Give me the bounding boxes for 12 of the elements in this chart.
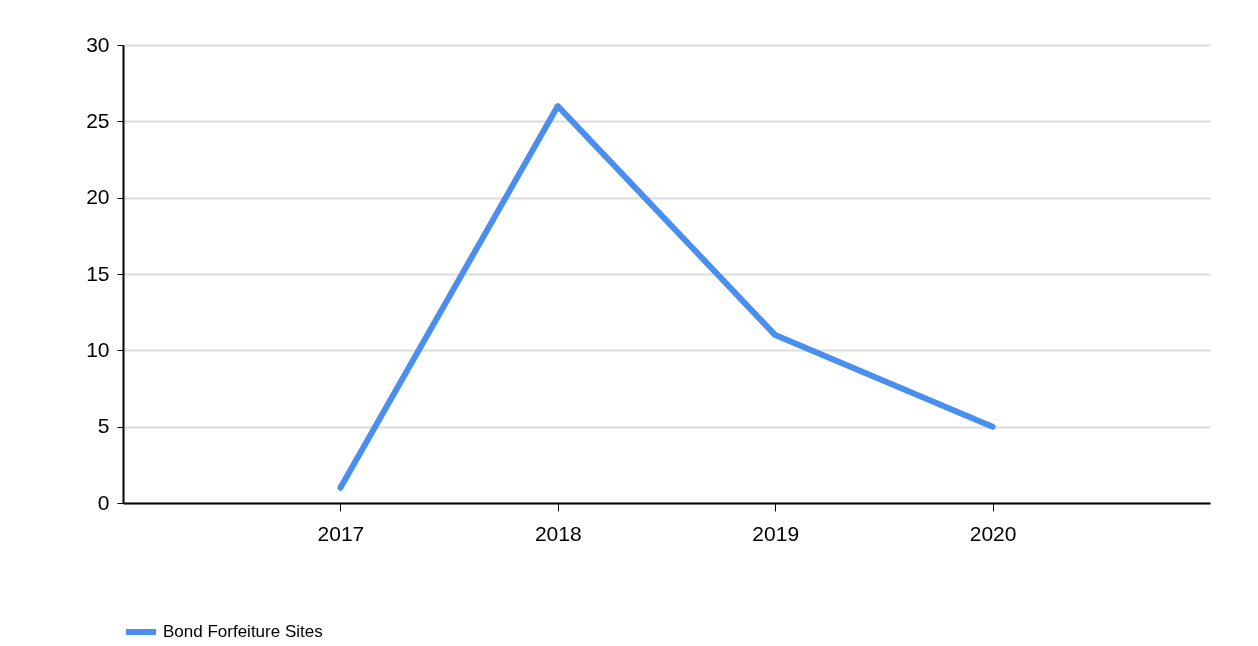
x-tick-label: 2018 bbox=[534, 521, 582, 545]
y-tick-label: 10 bbox=[86, 337, 110, 361]
y-tick-label: 20 bbox=[86, 185, 110, 209]
y-tick-label: 30 bbox=[86, 32, 110, 56]
x-tick-label: 2017 bbox=[317, 521, 365, 545]
y-tick-label: 15 bbox=[86, 261, 110, 285]
y-tick-label: 5 bbox=[97, 414, 110, 438]
x-tick-label: 2019 bbox=[752, 521, 800, 545]
x-tick-label: 2020 bbox=[969, 521, 1017, 545]
y-tick-label: 25 bbox=[86, 108, 110, 132]
y-tick-label: 0 bbox=[97, 490, 110, 514]
legend-label: Bond Forfeiture Sites bbox=[163, 622, 323, 641]
